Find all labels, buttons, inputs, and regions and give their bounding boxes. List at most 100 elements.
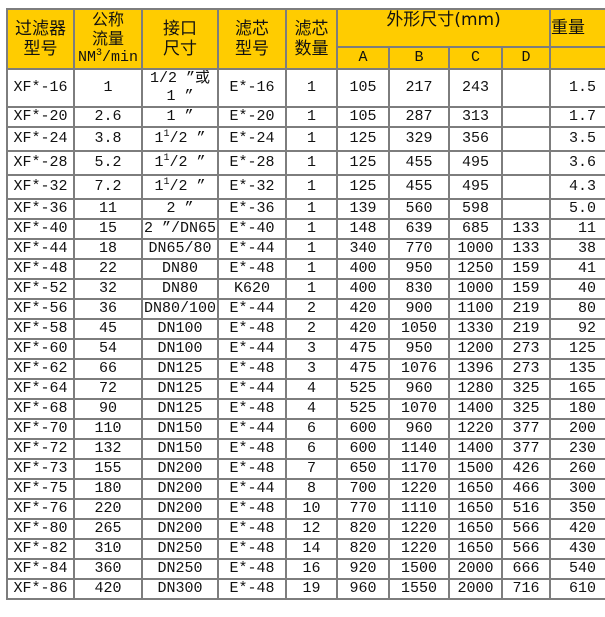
cell-connection: DN250 (141, 538, 219, 560)
header-dim-d: D (500, 46, 552, 70)
connection-sup: 1 (163, 153, 170, 164)
connection-pre: 1 (154, 154, 164, 171)
cell-model: XF*-44 (6, 238, 75, 260)
cell-element-count: 1 (285, 174, 338, 200)
header-model: 过滤器 型号 (6, 8, 75, 70)
table-body: XF*-16 1 1/2 ”或 1 ” E*-16 1 105 217 243 1.5 XF*-2… (6, 68, 605, 600)
cell-element-model: E*-44 (217, 338, 287, 360)
cell-model: XF*-76 (6, 498, 75, 520)
cell-dim-d: 516 (500, 498, 552, 520)
header-dim-a: A (336, 46, 390, 70)
header-dim-b: B (388, 46, 450, 70)
cell-element-count: 1 (285, 218, 338, 240)
cell-model: XF*-75 (6, 478, 75, 500)
cell-element-count: 8 (285, 478, 338, 500)
cell-connection: 11/2 ” (141, 174, 219, 200)
cell-connection: DN200 (141, 458, 219, 480)
cell-weight: 260 (549, 458, 605, 480)
cell-dim-b: 960 (388, 378, 450, 400)
table-row: XF*-36 11 2 ” E*-36 1 139 560 598 5.0 (6, 198, 605, 220)
cell-model: XF*-56 (6, 298, 75, 320)
cell-element-model: E*-44 (217, 418, 287, 440)
cell-dim-a: 125 (336, 150, 390, 176)
cell-element-model: E*-44 (217, 378, 287, 400)
table-row: XF*-28 5.2 11/2 ” E*-28 1 125 455 495 3.6 (6, 150, 605, 176)
cell-element-count: 4 (285, 398, 338, 420)
cell-flow: 420 (73, 578, 143, 600)
cell-element-model: E*-48 (217, 458, 287, 480)
cell-dim-c: 1100 (448, 298, 503, 320)
table-row: XF*-58 45 DN100 E*-48 2 420 1050 1330 219 92 (6, 318, 605, 340)
cell-element-count: 19 (285, 578, 338, 600)
cell-dim-d: 466 (500, 478, 552, 500)
table-row: XF*-76 220 DN200 E*-48 10 770 1110 1650 516 350 (6, 498, 605, 520)
cell-dim-d: 716 (500, 578, 552, 600)
cell-weight: 80 (549, 298, 605, 320)
cell-connection: 2 ” (141, 198, 219, 220)
cell-weight: 4.3 (549, 174, 605, 200)
cell-weight: 1.5 (549, 68, 605, 108)
cell-dim-c: 598 (448, 198, 503, 220)
cell-dim-d: 426 (500, 458, 552, 480)
table-row: XF*-73 155 DN200 E*-48 7 650 1170 1500 426 260 (6, 458, 605, 480)
cell-weight: 420 (549, 518, 605, 540)
cell-flow: 32 (73, 278, 143, 300)
cell-element-model: E*-16 (217, 68, 287, 108)
cell-dim-b: 1140 (388, 438, 450, 460)
cell-dim-a: 960 (336, 578, 390, 600)
cell-dim-d (500, 198, 552, 220)
cell-weight: 135 (549, 358, 605, 380)
table-row: XF*-75 180 DN200 E*-44 8 700 1220 1650 466 300 (6, 478, 605, 500)
cell-element-count: 1 (285, 258, 338, 280)
cell-dim-c: 1396 (448, 358, 503, 380)
cell-dim-a: 820 (336, 538, 390, 560)
cell-dim-a: 770 (336, 498, 390, 520)
cell-dim-d: 377 (500, 438, 552, 460)
cell-dim-b: 1076 (388, 358, 450, 380)
cell-dim-b: 1110 (388, 498, 450, 520)
cell-flow: 54 (73, 338, 143, 360)
table-row: XF*-64 72 DN125 E*-44 4 525 960 1280 325 165 (6, 378, 605, 400)
cell-flow: 220 (73, 498, 143, 520)
cell-element-count: 16 (285, 558, 338, 580)
cell-flow: 180 (73, 478, 143, 500)
cell-dim-d: 159 (500, 278, 552, 300)
table-row: XF*-80 265 DN200 E*-48 12 820 1220 1650 566 420 (6, 518, 605, 540)
cell-flow: 18 (73, 238, 143, 260)
cell-weight: 38 (549, 238, 605, 260)
cell-weight: 11 (549, 218, 605, 240)
table-row: XF*-32 7.2 11/2 ” E*-32 1 125 455 495 4.3 (6, 174, 605, 200)
cell-dim-d (500, 68, 552, 108)
cell-element-count: 12 (285, 518, 338, 540)
cell-model: XF*-86 (6, 578, 75, 600)
cell-dim-a: 820 (336, 518, 390, 540)
cell-dim-a: 400 (336, 258, 390, 280)
cell-connection: DN200 (141, 498, 219, 520)
cell-model: XF*-20 (6, 106, 75, 128)
cell-element-model: E*-40 (217, 218, 287, 240)
cell-element-count: 1 (285, 106, 338, 128)
header-flow-unit: NM3/min (76, 48, 140, 67)
cell-dim-b: 950 (388, 338, 450, 360)
cell-dim-d: 273 (500, 358, 552, 380)
cell-dim-c: 1220 (448, 418, 503, 440)
cell-dim-c: 1650 (448, 538, 503, 560)
cell-dim-c: 1200 (448, 338, 503, 360)
table-row: XF*-70 110 DN150 E*-44 6 600 960 1220 377 200 (6, 418, 605, 440)
table-row: XF*-52 32 DN80 K620 1 400 830 1000 159 40 (6, 278, 605, 300)
table-row: XF*-40 15 2 ”/DN65 E*-40 1 148 639 685 133 11 (6, 218, 605, 240)
cell-weight: 125 (549, 338, 605, 360)
cell-element-model: E*-48 (217, 358, 287, 380)
cell-dim-a: 600 (336, 418, 390, 440)
cell-element-count: 2 (285, 298, 338, 320)
cell-flow: 265 (73, 518, 143, 540)
cell-connection: DN150 (141, 438, 219, 460)
cell-dim-c: 495 (448, 150, 503, 176)
cell-weight: 1.7 (549, 106, 605, 128)
cell-element-model: E*-48 (217, 538, 287, 560)
table-row: XF*-48 22 DN80 E*-48 1 400 950 1250 159 41 (6, 258, 605, 280)
cell-dim-c: 243 (448, 68, 503, 108)
cell-element-model: E*-48 (217, 578, 287, 600)
cell-dim-d: 566 (500, 538, 552, 560)
cell-dim-c: 2000 (448, 578, 503, 600)
